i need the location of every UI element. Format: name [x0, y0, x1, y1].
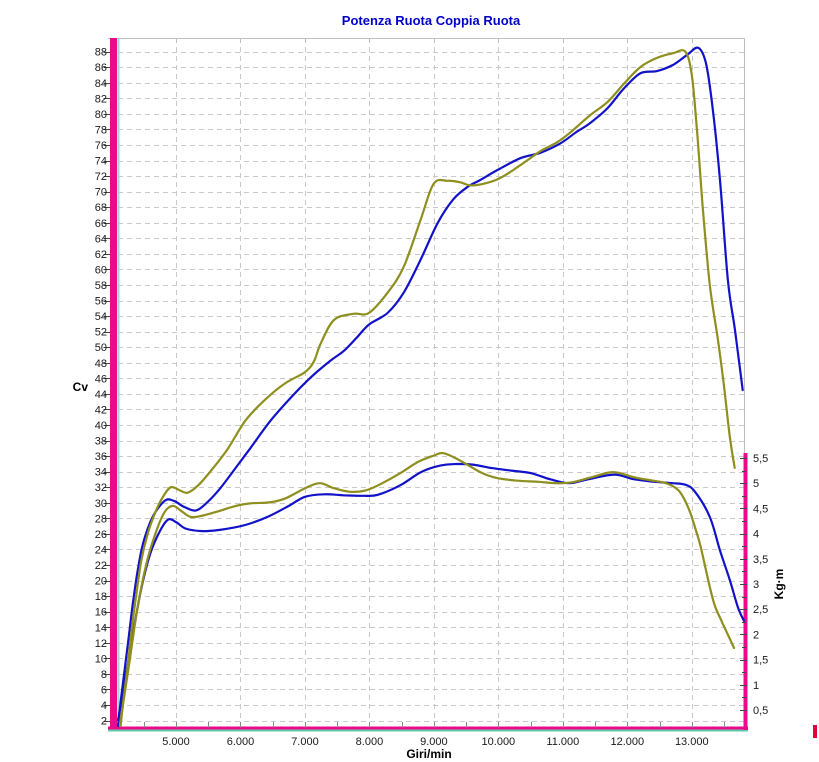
y-left-tick-label: 10	[95, 653, 107, 665]
y-left-tick-label: 62	[95, 249, 107, 261]
y-left-tick-label: 50	[95, 342, 107, 354]
y-left-tick-label: 42	[95, 404, 107, 416]
y-left-tick-label: 86	[95, 62, 107, 74]
y-right-tick-label: 0,5	[753, 705, 768, 717]
y-left-tick-label: 52	[95, 327, 107, 339]
y-right-tick-label: 1,5	[753, 655, 768, 667]
y-left-tick-label: 16	[95, 607, 107, 619]
curve-coppia-oliva	[119, 451, 736, 722]
y-left-tick-label: 28	[95, 513, 107, 525]
y-left-tick-label: 66	[95, 218, 107, 230]
y-left-tick-label: 8	[101, 669, 107, 681]
gridlines	[118, 38, 744, 728]
x-tick-label: 11.000	[546, 736, 579, 748]
y-right-tick-label: 1	[753, 680, 759, 692]
y-left-tick-label: 78	[95, 124, 107, 136]
y-axis-label-kgm: Kg·m	[772, 568, 786, 600]
y-left-tick-label: 80	[95, 109, 107, 121]
y-left-tick-label: 70	[95, 187, 107, 199]
tick-labels: 2468101214161820222426283032343638404244…	[95, 47, 769, 748]
y-left-tick-label: 54	[95, 311, 107, 323]
y-left-tick-label: 44	[95, 389, 107, 401]
y-left-tick-label: 72	[95, 171, 107, 183]
y-right-tick-label: 3	[753, 579, 759, 591]
x-tick-label: 12.000	[610, 736, 644, 748]
y-left-tick-label: 6	[101, 684, 107, 696]
y-left-tick-label: 88	[95, 47, 107, 59]
y-right-tick-label: 3,5	[753, 554, 768, 566]
x-tick-label: 6.000	[227, 736, 255, 748]
x-tick-label: 9.000	[420, 736, 448, 748]
y-left-tick-label: 36	[95, 451, 107, 463]
y-right-tick-label: 4,5	[753, 503, 768, 515]
y-left-tick-label: 46	[95, 373, 107, 385]
y-right-tick-label: 4	[753, 529, 759, 541]
y-left-tick-label: 58	[95, 280, 107, 292]
y-left-tick-label: 20	[95, 576, 107, 588]
y-left-tick-label: 12	[95, 638, 107, 650]
y-left-tick-label: 18	[95, 591, 107, 603]
y-right-tick-label: 5,5	[753, 453, 768, 465]
y-right-tick-label: 2,5	[753, 604, 768, 616]
chart-title: Potenza Ruota Coppia Ruota	[341, 13, 521, 28]
y-right-tick-label: 2	[753, 629, 759, 641]
y-left-tick-label: 4	[101, 700, 107, 712]
x-axis-label-girimin: Giri/min	[406, 747, 452, 761]
y-left-tick-label: 24	[95, 544, 107, 556]
y-left-tick-label: 84	[95, 78, 107, 90]
curve-coppia-blu	[116, 462, 745, 722]
y-left-tick-label: 2	[101, 716, 107, 728]
curve-potenza-oliva	[119, 49, 736, 728]
y-left-tick-label: 40	[95, 420, 107, 432]
curve-potenza-blu	[116, 46, 744, 728]
y-left-tick-label: 64	[95, 233, 107, 245]
x-tick-label: 7.000	[291, 736, 319, 748]
axis-lines	[108, 38, 817, 738]
y-left-tick-label: 56	[95, 296, 107, 308]
plot-border	[108, 38, 745, 460]
y-right-tick-label: 5	[753, 478, 759, 490]
x-tick-label: 10.000	[482, 736, 516, 748]
y-left-tick-label: 82	[95, 93, 107, 105]
y-left-tick-label: 38	[95, 436, 107, 448]
y-left-tick-label: 26	[95, 529, 107, 541]
y-left-tick-label: 32	[95, 482, 107, 494]
x-tick-label: 8.000	[356, 736, 384, 748]
y-left-tick-label: 22	[95, 560, 107, 572]
x-tick-label: 13.000	[675, 736, 709, 748]
y-left-tick-label: 76	[95, 140, 107, 152]
y-left-tick-label: 34	[95, 467, 107, 479]
x-tick-label: 5.000	[162, 736, 190, 748]
tick-marks	[103, 38, 748, 728]
y-left-tick-label: 30	[95, 498, 107, 510]
y-left-tick-label: 48	[95, 358, 107, 370]
y-left-tick-label: 60	[95, 264, 107, 276]
y-left-tick-label: 74	[95, 156, 107, 168]
y-left-tick-label: 14	[95, 622, 107, 634]
y-axis-label-cv: Cv	[72, 380, 88, 394]
y-left-tick-label: 68	[95, 202, 107, 214]
